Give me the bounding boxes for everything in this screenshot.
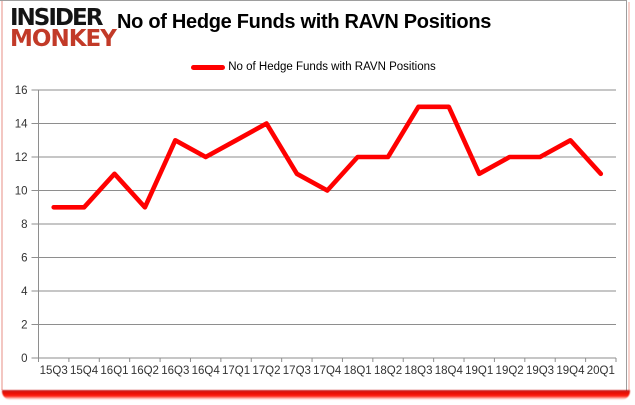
x-tick-label: 19Q1 (465, 365, 493, 377)
x-tick-label: 17Q3 (283, 365, 311, 377)
logo-insider-text: INSIDER (10, 5, 103, 31)
x-tick-label: 18Q1 (344, 365, 372, 377)
right-border-accent (628, 2, 630, 390)
y-tick-label: 4 (21, 286, 28, 298)
x-tick-label: 16Q2 (131, 365, 159, 377)
y-tick-label: 2 (21, 320, 27, 332)
x-tick-label: 17Q1 (222, 365, 250, 377)
x-tick-label: 19Q3 (526, 365, 554, 377)
y-tick-label: 16 (15, 85, 28, 97)
y-tick-label: 14 (15, 119, 28, 131)
x-tick-label: 19Q2 (496, 365, 524, 377)
x-tick-label: 16Q3 (161, 365, 189, 377)
data-series-line (51, 104, 604, 210)
chart-title: No of Hedge Funds with RAVN Positions (117, 11, 492, 33)
y-tick-label: 0 (21, 353, 27, 365)
logo-monkey-text: MONKEY (10, 26, 117, 52)
y-tick-label: 6 (21, 253, 27, 265)
x-tick-label: 15Q4 (70, 365, 99, 377)
x-tick-label: 20Q1 (587, 365, 615, 377)
y-tick-label: 8 (21, 219, 27, 231)
x-tick-label: 16Q1 (100, 365, 128, 377)
bottom-red-bar (2, 390, 630, 400)
left-border-accent (1, 1, 3, 390)
x-tick-label: 18Q4 (435, 365, 464, 377)
x-tick-label: 18Q3 (404, 365, 432, 377)
x-tick-label: 16Q4 (192, 365, 221, 377)
legend-label: No of Hedge Funds with RAVN Positions (228, 61, 436, 73)
x-tick-label: 17Q2 (252, 365, 280, 377)
x-tick-label: 17Q4 (313, 365, 342, 377)
y-tick-label: 12 (15, 152, 28, 164)
insider-monkey-logo: INSIDER MONKEY (10, 5, 117, 52)
y-tick-label: 10 (15, 186, 28, 198)
x-tick-label: 18Q2 (374, 365, 402, 377)
x-tick-label: 19Q4 (556, 365, 585, 377)
card-frame (0, 0, 627, 391)
legend-line-swatch-icon (191, 64, 226, 70)
legend: No of Hedge Funds with RAVN Positions (0, 61, 627, 73)
x-tick-label: 15Q3 (40, 365, 68, 377)
